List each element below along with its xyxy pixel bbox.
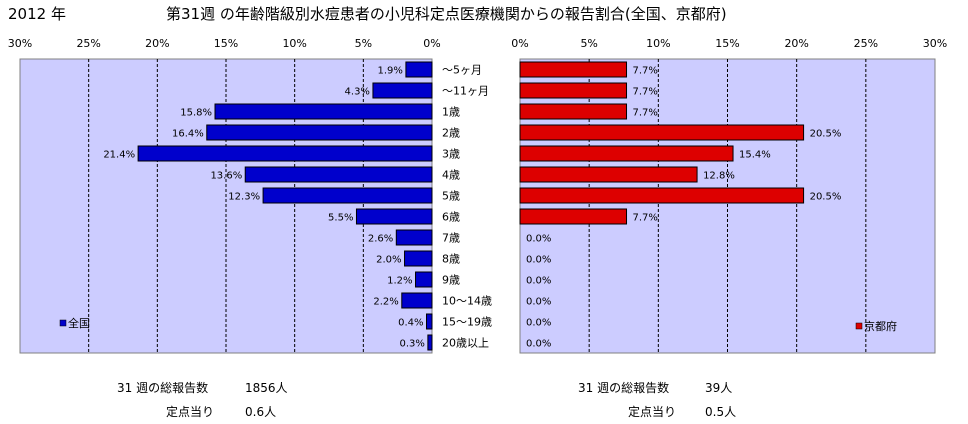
data-label-kyoto: 0.0% (526, 297, 551, 308)
left-axis-tick: 30% (8, 37, 32, 50)
left-total-label: 31 週の総報告数 (117, 381, 209, 395)
category-label: 15～19歳 (442, 316, 492, 329)
data-label-kyoto: 0.0% (526, 276, 551, 287)
bar-kyoto (519, 166, 698, 183)
category-label: 8歳 (442, 253, 460, 266)
data-label-national: 1.9% (378, 66, 403, 77)
right-axis-tick: 5% (580, 37, 597, 50)
bar-national (401, 292, 433, 309)
bar-national (244, 166, 433, 183)
data-label-national: 15.8% (180, 108, 212, 119)
category-label: 4歳 (442, 169, 460, 182)
category-label: ～11ヶ月 (442, 85, 489, 98)
category-label: 2歳 (442, 127, 460, 140)
category-label: 9歳 (442, 274, 460, 287)
bar-national (404, 250, 433, 267)
data-label-national: 21.4% (103, 150, 135, 161)
data-label-kyoto: 7.7% (633, 66, 658, 77)
left-per-label: 定点当り (166, 405, 215, 419)
data-label-kyoto: 15.4% (739, 150, 771, 161)
right-per-label: 定点当り (628, 405, 677, 419)
bar-national (355, 208, 433, 225)
right-total-label: 31 週の総報告数 (578, 381, 670, 395)
left-axis-tick: 0% (423, 37, 440, 50)
data-label-kyoto: 12.8% (703, 171, 735, 182)
bar-national (415, 271, 433, 288)
data-label-national: 0.4% (398, 318, 423, 329)
bar-national (372, 82, 433, 99)
bar-kyoto (519, 124, 805, 141)
data-label-national: 2.0% (376, 255, 401, 266)
right-axis-tick: 20% (784, 37, 808, 50)
bar-kyoto (519, 82, 628, 99)
bar-kyoto (519, 145, 734, 162)
left-axis-tick: 20% (145, 37, 169, 50)
right-axis-tick: 30% (923, 37, 947, 50)
category-label: ～5ヶ月 (442, 64, 482, 77)
category-label: 6歳 (442, 211, 460, 224)
data-label-kyoto: 0.0% (526, 318, 551, 329)
legend-swatch-kyoto (855, 322, 863, 330)
bar-national (137, 145, 433, 162)
data-label-kyoto: 7.7% (633, 108, 658, 119)
category-label: 5歳 (442, 190, 460, 203)
data-label-national: 0.3% (399, 339, 424, 350)
right-total-value: 39人 (705, 381, 733, 395)
data-label-national: 2.2% (373, 297, 398, 308)
bar-kyoto (519, 61, 628, 78)
bar-kyoto (519, 208, 628, 225)
chart-title: 第31週 の年齢階級別水痘患者の小児科定点医療機関からの報告割合(全国、京都府) (166, 5, 727, 23)
right-axis-tick: 15% (715, 37, 739, 50)
data-label-national: 16.4% (172, 129, 204, 140)
legend-label-national: 全国 (68, 316, 90, 330)
year-label: 2012 年 (8, 5, 66, 23)
category-label: 10～14歳 (442, 295, 492, 308)
data-label-national: 12.3% (228, 192, 260, 203)
left-axis-tick: 25% (76, 37, 100, 50)
left-total-value: 1856人 (245, 381, 288, 395)
category-label: 3歳 (442, 148, 460, 161)
right-axis-tick: 25% (854, 37, 878, 50)
bar-national (426, 313, 433, 330)
data-label-national: 1.2% (387, 276, 412, 287)
bar-national (214, 103, 433, 120)
bar-national (206, 124, 433, 141)
bar-national (395, 229, 433, 246)
data-label-kyoto: 7.7% (633, 213, 658, 224)
category-label: 20歳以上 (442, 337, 489, 350)
left-axis-tick: 5% (355, 37, 372, 50)
data-label-kyoto: 20.5% (810, 129, 842, 140)
legend-swatch-national (59, 319, 67, 327)
data-label-kyoto: 7.7% (633, 87, 658, 98)
data-label-national: 13.6% (210, 171, 242, 182)
data-label-national: 5.5% (328, 213, 353, 224)
bar-kyoto (519, 187, 805, 204)
right-per-value: 0.5人 (705, 405, 737, 419)
data-label-kyoto: 0.0% (526, 339, 551, 350)
bar-national (262, 187, 433, 204)
right-axis-tick: 10% (646, 37, 670, 50)
left-axis-tick: 10% (282, 37, 306, 50)
category-label: 1歳 (442, 106, 460, 119)
category-label: 7歳 (442, 232, 460, 245)
legend-label-kyoto: 京都府 (864, 319, 897, 333)
right-axis-tick: 0% (511, 37, 528, 50)
bar-national (405, 61, 433, 78)
bar-kyoto (519, 103, 628, 120)
data-label-kyoto: 0.0% (526, 255, 551, 266)
left-per-value: 0.6人 (245, 405, 277, 419)
data-label-national: 2.6% (368, 234, 393, 245)
data-label-national: 4.3% (345, 87, 370, 98)
bar-national (427, 334, 433, 351)
data-label-kyoto: 20.5% (810, 192, 842, 203)
data-label-kyoto: 0.0% (526, 234, 551, 245)
left-axis-tick: 15% (214, 37, 238, 50)
